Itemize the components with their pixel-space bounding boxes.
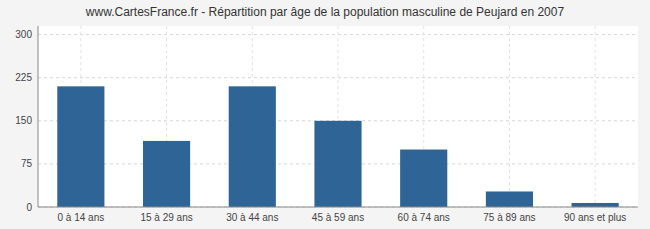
bar bbox=[143, 141, 190, 207]
background bbox=[0, 0, 650, 229]
chart-container: 0 75 150 225 300 0 à 14 ans 15 à 29 ans 30 à 44… bbox=[0, 0, 650, 229]
bar bbox=[229, 86, 276, 207]
x-tick-label: 30 à 44 ans bbox=[226, 212, 278, 223]
y-tick-label: 225 bbox=[15, 72, 32, 83]
y-tick-label: 150 bbox=[15, 115, 32, 126]
y-tick-label: 75 bbox=[21, 158, 33, 169]
bar bbox=[57, 86, 104, 207]
x-tick-label: 15 à 29 ans bbox=[140, 212, 192, 223]
x-tick-label: 60 à 74 ans bbox=[398, 212, 450, 223]
bar bbox=[400, 150, 447, 207]
bars bbox=[57, 86, 618, 207]
bar bbox=[572, 203, 619, 207]
x-tick-label: 45 à 59 ans bbox=[312, 212, 364, 223]
y-grid-line bbox=[38, 77, 638, 78]
chart-svg: 0 75 150 225 300 0 à 14 ans 15 à 29 ans 30 à 44… bbox=[0, 0, 650, 229]
plot-area bbox=[38, 26, 638, 207]
x-tick-label: 75 à 89 ans bbox=[483, 212, 535, 223]
title: www.CartesFrance.fr - Répartition par âg… bbox=[85, 5, 565, 19]
y-tick-label: 0 bbox=[26, 202, 32, 213]
x-axis-line bbox=[38, 207, 638, 208]
x-tick-label: 90 ans et plus bbox=[564, 212, 626, 223]
x-tick-label: 0 à 14 ans bbox=[57, 212, 104, 223]
y-grid-line bbox=[38, 207, 638, 208]
y-tick-label: 300 bbox=[15, 29, 32, 40]
y-axis-line bbox=[38, 26, 39, 207]
x-grid-line bbox=[509, 26, 510, 207]
grid bbox=[38, 26, 638, 207]
x-grid-line bbox=[595, 26, 596, 207]
bar bbox=[486, 191, 533, 207]
bar bbox=[314, 121, 361, 207]
